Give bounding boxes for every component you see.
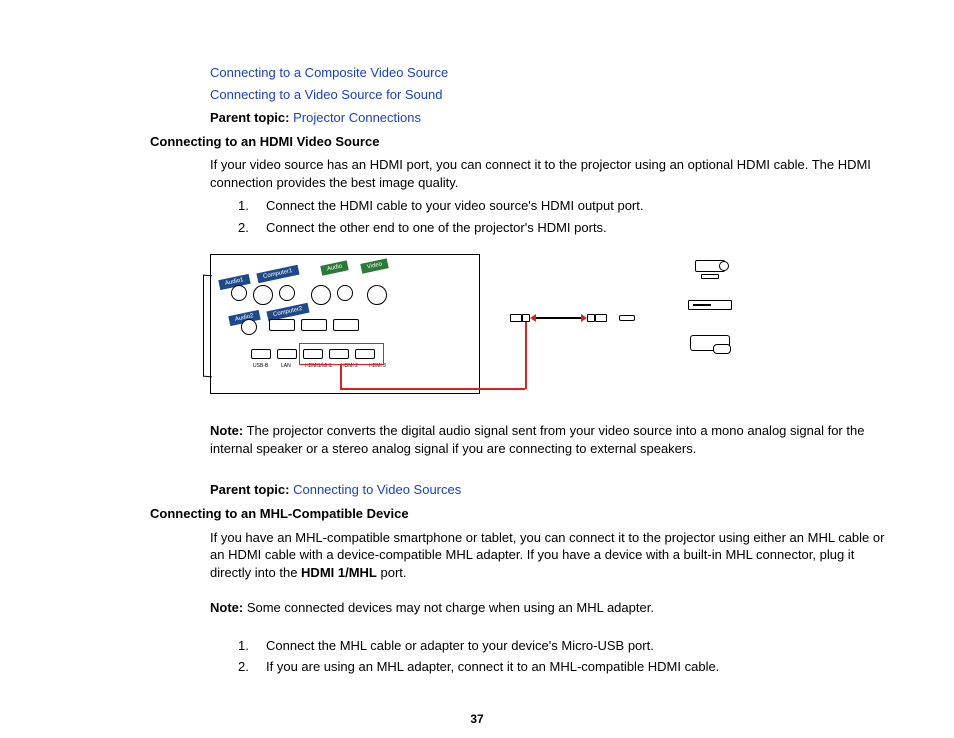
list-item: 1. Connect the HDMI cable to your video s… (238, 197, 894, 215)
note-text: Some connected devices may not charge wh… (243, 600, 654, 615)
step-number: 2. (238, 219, 252, 237)
step-text: Connect the HDMI cable to your video sou… (266, 197, 644, 215)
step-number: 1. (238, 197, 252, 215)
link-projector-connections[interactable]: Projector Connections (293, 110, 421, 125)
dvd-player-icon (687, 292, 733, 318)
note-label: Note: (210, 423, 243, 438)
parent-topic-label-2: Parent topic: (210, 482, 289, 497)
list-item: 2. Connect the other end to one of the pr… (238, 219, 894, 237)
mhl-intro-text: If you have an MHL-compatible smartphone… (210, 529, 894, 582)
hdmi-cable-icon (510, 314, 635, 322)
step-text: Connect the other end to one of the proj… (266, 219, 607, 237)
hdmi-steps-list: 1. Connect the HDMI cable to your video s… (238, 197, 894, 236)
link-composite-video[interactable]: Connecting to a Composite Video Source (210, 65, 448, 80)
projector-rear-panel: Audio1 Computer1 Audio Video Audio2 Comp… (210, 254, 480, 394)
page-number: 37 (0, 712, 954, 726)
heading-mhl-device: Connecting to an MHL-Compatible Device (150, 505, 894, 523)
step-number: 1. (238, 637, 252, 655)
camcorder-icon (687, 254, 733, 280)
game-console-icon (687, 330, 733, 356)
hdmi-note: Note: The projector converts the digital… (210, 422, 894, 457)
mhl-steps-list: 1. Connect the MHL cable or adapter to yo… (238, 637, 894, 676)
hdmi-intro-text: If your video source has an HDMI port, y… (210, 156, 894, 191)
note-label: Note: (210, 600, 243, 615)
link-video-source-sound[interactable]: Connecting to a Video Source for Sound (210, 87, 442, 102)
heading-hdmi-video-source: Connecting to an HDMI Video Source (150, 133, 894, 151)
link-connecting-video-sources[interactable]: Connecting to Video Sources (293, 482, 461, 497)
step-text: If you are using an MHL adapter, connect… (266, 658, 719, 676)
parent-topic-label-1: Parent topic: (210, 110, 289, 125)
step-number: 2. (238, 658, 252, 676)
list-item: 1. Connect the MHL cable or adapter to yo… (238, 637, 894, 655)
step-text: Connect the MHL cable or adapter to your… (266, 637, 654, 655)
mhl-note: Note: Some connected devices may not cha… (210, 599, 894, 617)
hdmi-connection-diagram: Audio1 Computer1 Audio Video Audio2 Comp… (210, 254, 690, 404)
note-text: The projector converts the digital audio… (210, 423, 864, 456)
list-item: 2. If you are using an MHL adapter, conne… (238, 658, 894, 676)
